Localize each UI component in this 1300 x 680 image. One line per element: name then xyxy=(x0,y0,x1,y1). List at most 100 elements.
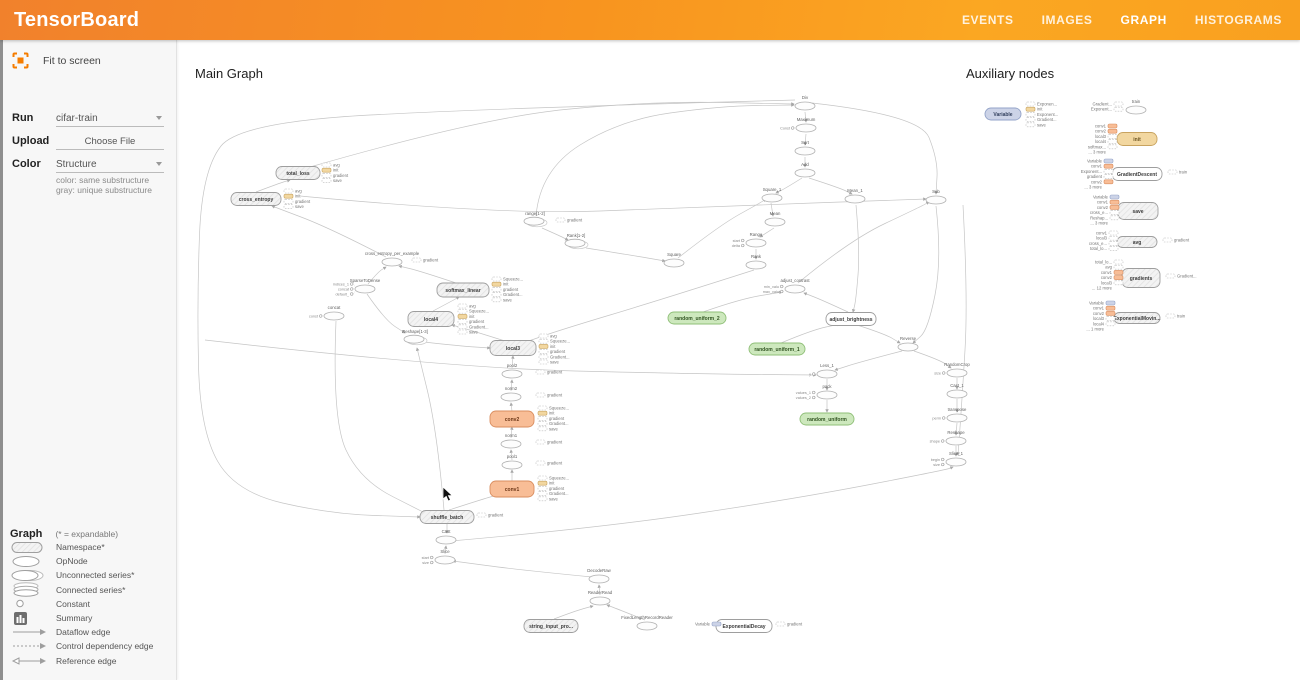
graph-node-pool1[interactable]: pool1 xyxy=(501,454,523,470)
graph-node-range12[interactable]: range[1-2] xyxy=(523,211,548,228)
graph-node-Cast[interactable]: Cast xyxy=(435,529,457,545)
graph-node-Maximum[interactable]: Maximum Const xyxy=(780,117,817,133)
graph-node-Variable[interactable]: Variable xyxy=(984,107,1022,121)
graph-node-norm1[interactable]: norm1 xyxy=(500,433,522,449)
fit-to-screen-button[interactable]: Fit to screen xyxy=(12,52,101,69)
svg-text:Add: Add xyxy=(801,162,809,167)
svg-text:cross_e...: cross_e... xyxy=(1089,241,1107,246)
svg-text:Exponent...: Exponent... xyxy=(1037,112,1058,117)
graph-node-concat[interactable]: concat const xyxy=(309,305,345,321)
graph-node-Add[interactable]: Add xyxy=(794,162,816,178)
graph-node-random_uniform[interactable]: random_uniform xyxy=(799,412,855,426)
graph-node-pool2[interactable]: pool2 xyxy=(501,363,523,379)
color-row: Color Structure xyxy=(12,158,164,173)
tab-graph[interactable]: GRAPH xyxy=(1120,13,1167,27)
svg-text:ExponentialDecay: ExponentialDecay xyxy=(722,624,765,630)
tab-histograms[interactable]: HISTOGRAMS xyxy=(1194,13,1282,27)
graph-node-softmax_linear[interactable]: softmax_linear xyxy=(436,282,490,298)
graph-node-cross_entropy[interactable]: cross_entropy xyxy=(230,192,282,206)
graph-node-local3[interactable]: local3 xyxy=(489,340,537,356)
graph-node-Square[interactable]: Square xyxy=(663,252,685,268)
tab-images[interactable]: IMAGES xyxy=(1041,13,1093,27)
graph-node-Reshape[interactable]: Reshape shape xyxy=(930,430,967,446)
color-select[interactable]: Structure xyxy=(56,159,164,173)
graph-node-random_uniform_2[interactable]: random_uniform_2 xyxy=(667,311,727,325)
graph-node-Reshape13[interactable]: Reshape[1-3] xyxy=(402,329,428,346)
node-annotations: Variableconv1conv2cross_e...Reshap......… xyxy=(1090,195,1120,226)
graph-node-GradientDescent[interactable]: GradientDescent xyxy=(1111,167,1163,181)
graph-node-Mean[interactable]: Mean xyxy=(764,211,786,227)
fit-to-screen-icon[interactable] xyxy=(12,52,29,69)
upload-row: Upload Choose File xyxy=(12,135,164,150)
svg-text:concat: concat xyxy=(328,305,341,310)
graph-node-Cast_1[interactable]: Cast_1 xyxy=(946,383,968,399)
graph-node-local4[interactable]: local4 xyxy=(407,311,455,327)
graph-edge xyxy=(606,604,646,621)
graph-edge xyxy=(913,350,952,369)
graph-node-string_input_pro[interactable]: string_input_pro... xyxy=(523,619,579,633)
graph-node-Sqrt[interactable]: Sqrt xyxy=(794,140,816,156)
svg-text:local3: local3 xyxy=(1095,134,1107,139)
svg-text:conv1: conv1 xyxy=(1097,200,1109,205)
graph-node-init[interactable]: init xyxy=(1116,132,1158,146)
tab-events[interactable]: EVENTS xyxy=(961,13,1014,27)
graph-node-norm2[interactable]: norm2 xyxy=(500,386,522,402)
graph-node-save[interactable]: save xyxy=(1117,202,1159,220)
svg-text:init: init xyxy=(503,282,509,287)
graph-node-avg[interactable]: avg xyxy=(1116,236,1158,248)
graph-node-DecodeRaw[interactable]: DecodeRaw xyxy=(587,568,612,584)
graph-node-ExponentialDecay[interactable]: ExponentialDecay xyxy=(715,619,773,633)
svg-text:save: save xyxy=(1132,209,1143,215)
svg-text:... 3 more: ... 3 more xyxy=(1084,185,1102,190)
graph-node-Square_1[interactable]: Square_1 xyxy=(761,187,783,203)
sidebar-scrollbar[interactable] xyxy=(0,40,3,680)
graph-node-Rank12[interactable]: Rank[1-2] xyxy=(564,233,589,250)
svg-text:Sqrt: Sqrt xyxy=(801,140,810,145)
graph-node-gradients[interactable]: gradients xyxy=(1121,268,1161,288)
graph-node-FixedLengthRecordReader[interactable]: FixedLengthRecordReader xyxy=(621,615,673,631)
svg-text:random_uniform_2: random_uniform_2 xyxy=(674,316,720,322)
graph-node-ExponentialMovin[interactable]: ExponentialMovin... xyxy=(1114,312,1162,324)
graph-node-conv1[interactable]: conv1 xyxy=(489,480,535,498)
graph-node-Less_1[interactable]: Less_1y xyxy=(809,363,838,379)
graph-node-conv2[interactable]: conv2 xyxy=(489,410,535,428)
svg-text:Squeeze...: Squeeze... xyxy=(469,309,489,314)
svg-text:size: size xyxy=(934,371,941,375)
graph-node-adjust_brightness[interactable]: adjust_brightness xyxy=(825,312,877,326)
svg-text:gradient: gradient xyxy=(503,287,519,292)
svg-text:Less_1: Less_1 xyxy=(820,363,834,368)
run-select[interactable]: cifar-train xyxy=(56,113,164,127)
svg-text:concat: concat xyxy=(338,287,350,291)
graph-node-total_loss[interactable]: total_loss xyxy=(275,166,321,180)
graph-node-Rank[interactable]: Rank xyxy=(745,254,767,270)
graph-node-ReaderRead[interactable]: ReaderRead xyxy=(588,590,613,606)
node-annotations: gradient xyxy=(775,622,803,627)
choose-file-button[interactable]: Choose File xyxy=(56,136,164,150)
svg-text:train: train xyxy=(1179,170,1188,175)
graph-node-shuffle_batch[interactable]: shuffle_batch xyxy=(419,510,475,524)
graph-node-Mean_1[interactable]: Mean_1 xyxy=(844,188,866,204)
graph-edge xyxy=(797,201,930,284)
graph-node-Sub[interactable]: Sub xyxy=(925,189,947,205)
graph-edge xyxy=(423,341,491,350)
svg-text:Range: Range xyxy=(750,232,763,237)
graph-edge xyxy=(510,426,514,439)
svg-text:save: save xyxy=(333,178,343,183)
graph-node-random_uniform_1[interactable]: random_uniform_1 xyxy=(748,342,806,356)
graph-node-cep[interactable]: cross_entropy_per_example xyxy=(365,251,420,267)
graph-node-transpose[interactable]: transpose perm xyxy=(932,407,968,423)
graph-node-Reverse[interactable]: Reverse xyxy=(897,336,919,352)
graph-node-train[interactable]: train xyxy=(1125,99,1147,115)
graph-node-Div[interactable]: Div xyxy=(794,95,816,111)
graph-edge xyxy=(398,264,457,284)
